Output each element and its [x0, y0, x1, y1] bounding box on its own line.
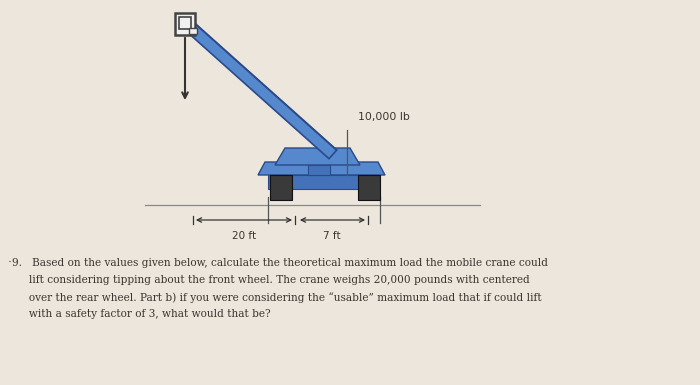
Text: 20 ft: 20 ft	[232, 231, 256, 241]
Polygon shape	[258, 162, 385, 175]
Text: with a safety factor of 3, what would that be?: with a safety factor of 3, what would th…	[12, 309, 271, 319]
Bar	[270, 175, 292, 200]
Polygon shape	[275, 148, 360, 165]
Bar	[268, 175, 373, 189]
Polygon shape	[179, 16, 337, 159]
Text: lift considering tipping about the front wheel. The crane weighs 20,000 pounds w: lift considering tipping about the front…	[12, 275, 530, 285]
Text: 9.   Based on the values given below, calculate the theoretical maximum load the: 9. Based on the values given below, calc…	[12, 258, 548, 268]
Bar	[179, 17, 191, 29]
Text: 10,000 lb: 10,000 lb	[358, 112, 410, 122]
Bar	[358, 175, 380, 200]
Text: .: .	[8, 252, 12, 265]
Text: 7 ft: 7 ft	[323, 231, 340, 241]
Bar	[189, 28, 197, 34]
Text: over the rear wheel. Part b) if you were considering the “usable” maximum load t: over the rear wheel. Part b) if you were…	[12, 292, 542, 303]
Polygon shape	[186, 16, 337, 151]
Bar	[175, 13, 195, 35]
Bar	[308, 165, 330, 175]
